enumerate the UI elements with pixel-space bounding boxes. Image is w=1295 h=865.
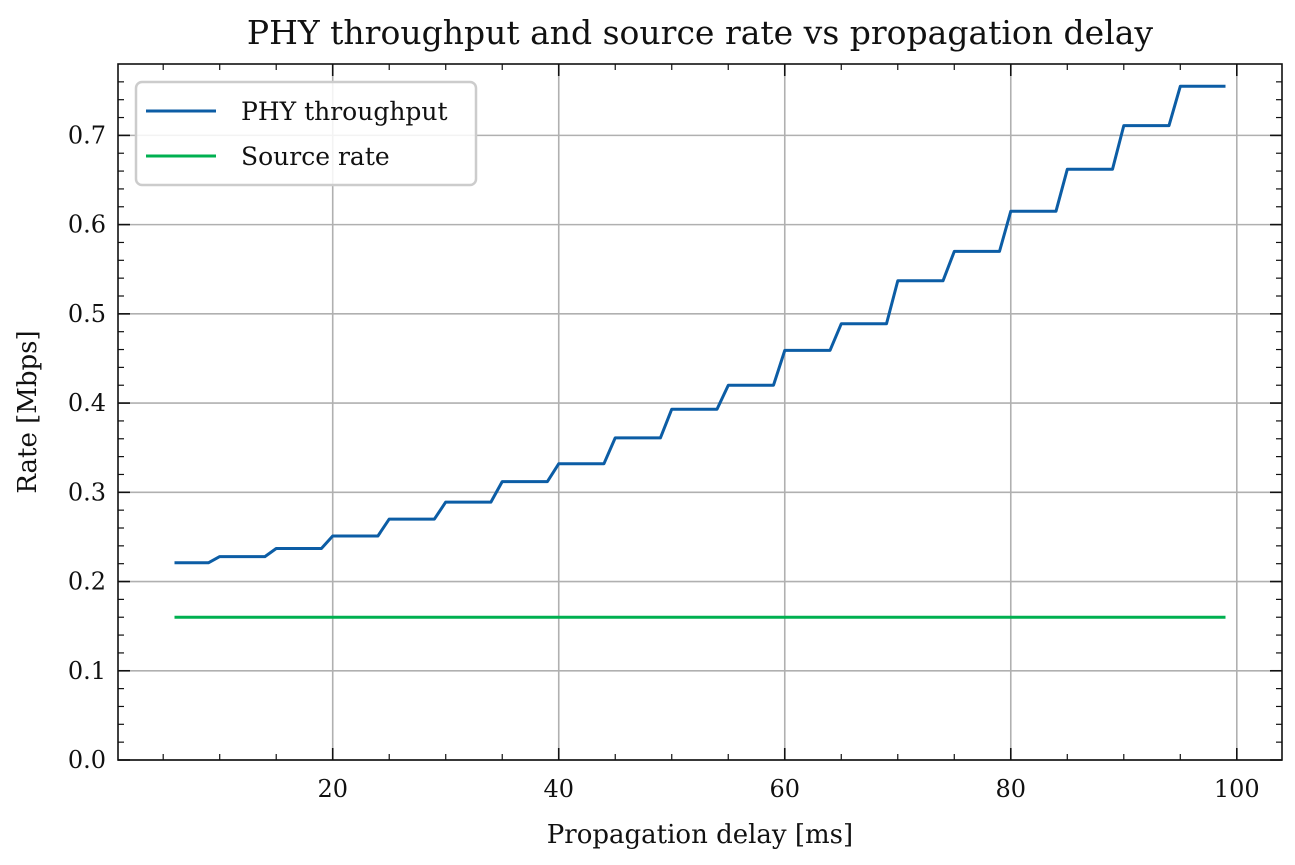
- x-tick-label: 80: [996, 775, 1027, 803]
- y-tick-label: 0.4: [68, 389, 106, 417]
- x-tick-label: 40: [543, 775, 574, 803]
- y-tick-label: 0.3: [68, 478, 106, 506]
- y-tick-label: 0.1: [68, 657, 106, 685]
- series-line-phy-throughput: [174, 84, 1226, 565]
- series-layer: [174, 84, 1226, 619]
- x-axis-label: Propagation delay [ms]: [547, 820, 853, 850]
- y-tick-label: 0.5: [68, 300, 106, 328]
- y-tick-label: 0.6: [68, 211, 106, 239]
- plot-frame: [117, 63, 1283, 761]
- legend: PHY throughput Source rate: [134, 80, 478, 187]
- legend-entry-phy-throughput: PHY throughput: [241, 97, 448, 126]
- y-tick-label: 0.7: [68, 121, 106, 149]
- y-tick-label: 0.0: [68, 746, 106, 774]
- y-tick-label: 0.2: [68, 568, 106, 596]
- tick-labels: 20 40 60 80 100 0.0 0.1 0.2 0.3 0.4 0.5 0.6 0.7: [68, 121, 1260, 803]
- x-tick-label: 60: [769, 775, 800, 803]
- x-tick-label: 100: [1214, 775, 1260, 803]
- legend-entry-source-rate: Source rate: [241, 142, 390, 171]
- ticks: [118, 64, 1282, 761]
- y-axis-label: Rate [Mbps]: [13, 330, 43, 493]
- x-tick-label: 20: [317, 775, 348, 803]
- chart-title: PHY throughput and source rate vs propag…: [247, 13, 1154, 52]
- legend-box: [134, 80, 478, 187]
